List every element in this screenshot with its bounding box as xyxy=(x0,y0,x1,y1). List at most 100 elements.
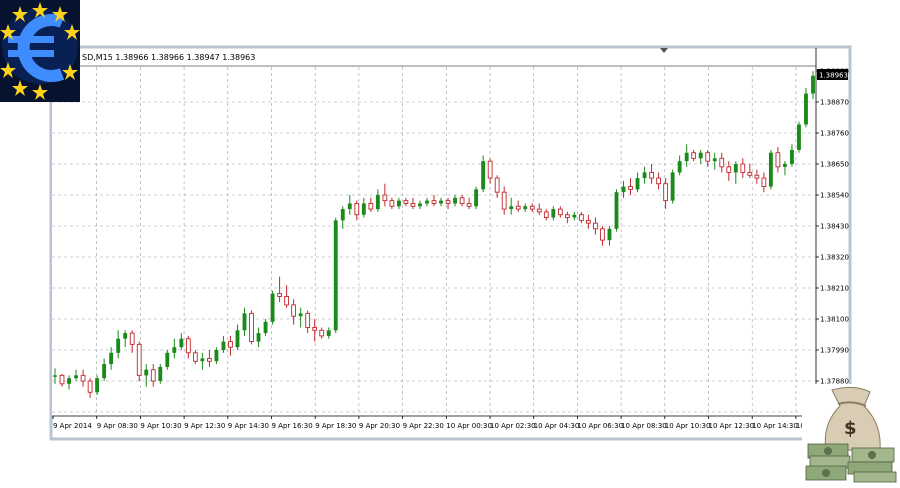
y-tick-label: 1.38650 xyxy=(820,161,849,169)
bear-candle xyxy=(775,147,781,173)
candle-body xyxy=(797,124,801,150)
bull-candle xyxy=(614,189,619,232)
bull-candle xyxy=(797,121,801,153)
bear-candle xyxy=(136,341,142,381)
candle-body xyxy=(684,152,689,162)
bear-candle xyxy=(284,285,289,308)
bear-candle xyxy=(207,350,212,367)
bear-candle xyxy=(557,206,563,218)
candle-body xyxy=(179,338,184,348)
candle-body xyxy=(501,191,507,210)
bear-candle xyxy=(515,200,521,212)
bull-candle xyxy=(256,327,261,348)
bull-candle xyxy=(804,87,808,128)
candle-body xyxy=(185,338,191,354)
x-tick-label: 10 Apr 02:30 xyxy=(490,422,536,430)
candle-body xyxy=(628,186,633,190)
x-tick-label: 9 Apr 14:30 xyxy=(228,422,269,430)
candle-body xyxy=(712,158,717,162)
x-tick-label: 10 Apr 06:30 xyxy=(577,422,623,430)
y-tick-label: 1.38540 xyxy=(820,192,849,200)
candle-body xyxy=(129,332,135,345)
bull-candle xyxy=(144,364,149,387)
candle-body xyxy=(761,177,767,187)
bear-candle xyxy=(312,319,318,342)
bull-candle xyxy=(200,352,205,370)
candle-body xyxy=(572,214,577,218)
candle-body xyxy=(95,378,100,393)
x-tick-label: 10 Apr 14:30 xyxy=(752,422,798,430)
scroll-marker-icon[interactable] xyxy=(660,48,668,53)
candle-body xyxy=(123,333,128,339)
bear-candle xyxy=(291,299,297,325)
bear-candle xyxy=(579,211,584,224)
x-tick-label: 10 Apr 10:30 xyxy=(665,422,711,430)
candle-body xyxy=(144,369,149,376)
bear-candle xyxy=(368,197,374,212)
candle-body xyxy=(200,358,205,362)
candle-series xyxy=(53,71,815,398)
candle-body xyxy=(747,172,753,176)
candle-body xyxy=(642,172,647,179)
candle-body xyxy=(396,200,401,207)
x-tick-label: 9 Apr 08:30 xyxy=(97,422,138,430)
candle-body xyxy=(67,378,71,384)
candle-body xyxy=(614,192,619,229)
candle-body xyxy=(494,177,500,193)
candle-body xyxy=(474,189,479,207)
bull-candle xyxy=(361,197,366,218)
bull-candle xyxy=(123,330,128,348)
bull-candle xyxy=(333,217,338,334)
bear-candle xyxy=(319,327,325,339)
bear-candle xyxy=(382,183,388,207)
bull-candle xyxy=(733,161,738,184)
candle-body xyxy=(481,161,486,190)
x-tick-label: 9 Apr 16:30 xyxy=(272,422,313,430)
y-tick-label: 1.38430 xyxy=(820,223,849,231)
candle-body xyxy=(677,161,682,173)
bear-candle xyxy=(649,164,654,184)
bull-candle xyxy=(221,335,226,353)
candle-body xyxy=(158,366,163,381)
bear-candle xyxy=(305,310,311,334)
candle-body xyxy=(621,186,626,193)
bull-candle xyxy=(790,144,794,167)
candle-body xyxy=(790,149,794,164)
bull-candle xyxy=(782,161,787,176)
candle-body xyxy=(249,312,254,342)
bull-candle xyxy=(523,203,528,212)
bull-candle xyxy=(551,206,556,221)
bull-candle xyxy=(326,327,331,339)
bull-candle xyxy=(712,152,717,170)
bear-candle xyxy=(192,350,198,365)
candle-body xyxy=(656,177,661,185)
bull-candle xyxy=(67,375,71,390)
bull-candle xyxy=(474,186,479,210)
candle-body xyxy=(726,166,732,173)
candle-body xyxy=(418,203,422,207)
candle-body xyxy=(80,374,86,382)
candle-body xyxy=(270,293,275,322)
bull-candle xyxy=(684,144,689,167)
bull-candle xyxy=(670,169,675,204)
bull-candle xyxy=(235,324,240,350)
bear-candle xyxy=(656,172,661,190)
bull-candle xyxy=(263,319,268,336)
bull-candle xyxy=(453,195,457,207)
candle-body xyxy=(523,206,528,210)
y-tick-label: 1.38320 xyxy=(820,254,849,262)
candle-body xyxy=(551,209,556,218)
candle-body xyxy=(305,312,311,328)
candle-body xyxy=(347,203,352,210)
y-tick-label: 1.37990 xyxy=(820,347,849,355)
candle-body xyxy=(804,93,808,125)
candle-body xyxy=(319,329,325,337)
bull-candle xyxy=(53,368,57,384)
bear-candle xyxy=(80,369,86,387)
candle-body xyxy=(382,194,388,202)
candle-body xyxy=(754,174,760,179)
candle-body xyxy=(74,375,78,379)
money-bag-icon: $ xyxy=(802,384,900,484)
candle-body xyxy=(59,374,65,385)
